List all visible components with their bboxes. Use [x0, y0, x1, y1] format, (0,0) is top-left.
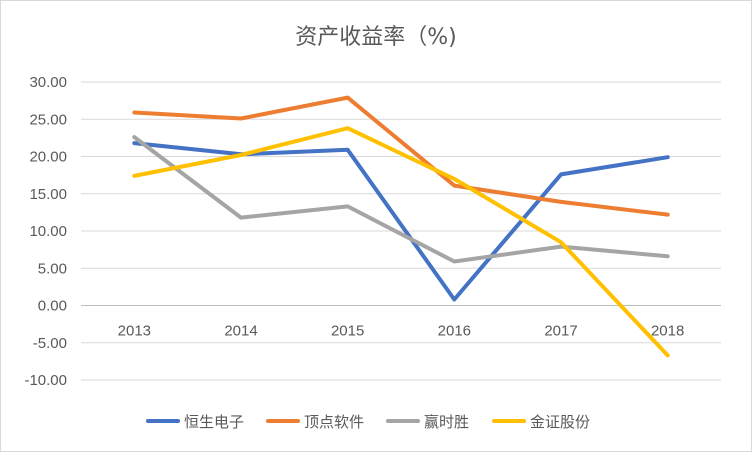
x-tick-label: 2013	[118, 323, 151, 340]
y-tick-label: 10.00	[29, 223, 67, 240]
y-tick-label: 30.00	[29, 74, 67, 91]
x-tick-label: 2018	[651, 323, 684, 340]
gridlines	[81, 81, 721, 381]
y-tick-label: -5.00	[33, 335, 67, 352]
x-tick-label: 2015	[331, 323, 364, 340]
series-line-4	[132, 126, 670, 358]
x-tick-label: 2014	[224, 323, 257, 340]
legend-label: 赢时胜	[424, 413, 469, 431]
x-tick-label: 2016	[438, 323, 471, 340]
legend: 恒生电子 顶点软件 赢时胜 金证股份	[146, 413, 590, 431]
y-tick-label: 25.00	[29, 111, 67, 128]
y-tick-label: 0.00	[38, 298, 67, 315]
legend-item: 顶点软件	[266, 413, 364, 431]
legend-label: 金证股份	[530, 413, 590, 431]
chart-title: 资产收益率（%)	[295, 25, 457, 50]
y-axis-tick-labels: 30.00 25.00 20.00 15.00 10.00 5.00 0.00 -5.00 -1…	[24, 74, 67, 389]
legend-item: 金证股份	[492, 413, 590, 431]
legend-label: 恒生电子	[184, 413, 244, 431]
y-tick-label: -10.00	[24, 372, 67, 389]
x-tick-label: 2017	[544, 323, 577, 340]
x-axis-tick-labels: 2013 2014 2015 2016 2017 2018	[118, 323, 685, 340]
legend-item: 赢时胜	[386, 413, 469, 431]
y-tick-label: 15.00	[29, 186, 67, 203]
series-line-1	[132, 141, 670, 302]
legend-item: 恒生电子	[146, 413, 244, 431]
series-line-2	[132, 95, 670, 217]
legend-label: 顶点软件	[304, 413, 364, 431]
series-lines	[132, 95, 670, 358]
y-tick-label: 20.00	[29, 149, 67, 166]
series-line-3	[132, 135, 670, 264]
y-tick-label: 5.00	[38, 260, 67, 277]
